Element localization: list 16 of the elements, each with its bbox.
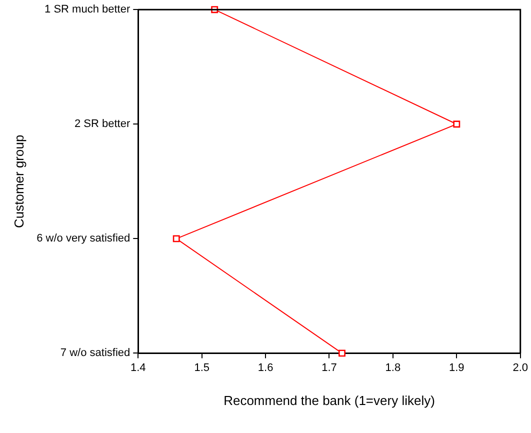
x-tick-label: 1.6 <box>258 362 274 374</box>
point <box>172 235 180 242</box>
x-tick-label: 2.0 <box>512 362 528 374</box>
x-tick-label: 1.7 <box>322 362 337 374</box>
x-tick-label: 1.5 <box>194 362 210 374</box>
x-tick-label: 1.8 <box>385 362 401 374</box>
y-tick-label: 2 SR better <box>74 118 130 130</box>
x-axis-title: Recommend the bank (1=very likely) <box>224 392 435 408</box>
y-axis-title: Customer group <box>11 134 26 228</box>
point <box>338 350 346 357</box>
y-tick-label: 7 w/o satisfied <box>60 347 130 360</box>
y-tick-label: 1 SR much better <box>44 4 130 16</box>
x-tick-label: 1.9 <box>449 362 464 374</box>
x-tick-label: 1.4 <box>130 362 146 374</box>
point <box>453 120 460 128</box>
y-tick-label: 6 w/o very satisfied <box>36 232 130 245</box>
